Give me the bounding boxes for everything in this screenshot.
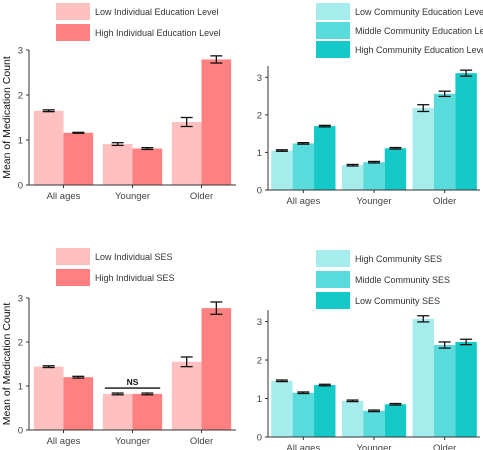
chart-panel-1: Low Individual Education Level High Indiv… (1, 3, 236, 202)
y-tick-label: 2 (257, 356, 262, 367)
legend-swatch (56, 248, 90, 265)
legend-label: Middle Community SES (355, 275, 450, 285)
y-tick-label: 3 (18, 46, 23, 57)
x-tick-label: Younger (115, 191, 150, 202)
y-tick-label: 2 (18, 91, 23, 102)
legend-swatch (316, 22, 350, 39)
x-tick-label: Younger (356, 443, 391, 450)
y-tick-label: 1 (18, 382, 23, 393)
legend: High Community SES Middle Community SES Lo… (316, 250, 450, 309)
legend-swatch (316, 292, 350, 309)
bar (102, 144, 133, 185)
y-tick-label: 0 (18, 181, 23, 192)
legend-label: High Individual Education Level (95, 28, 221, 38)
legend-swatch (316, 250, 350, 267)
y-tick-label: 3 (257, 317, 262, 328)
y-tick-label: 2 (257, 110, 262, 121)
chart-panel-3: Low Individual SES High Individual SES 0 1 2… (1, 248, 236, 447)
x-tick-label: Older (190, 436, 213, 447)
bar (384, 148, 407, 190)
legend-label: Low Individual Education Level (95, 7, 219, 17)
legend-label: High Individual SES (95, 273, 175, 283)
legend-label: Middle Community Education Level (355, 26, 483, 36)
bar (33, 366, 64, 430)
bar (271, 150, 293, 190)
legend-swatch (316, 3, 350, 20)
bar (314, 385, 336, 437)
x-tick-label: Younger (356, 196, 391, 207)
legend-swatch (56, 24, 90, 41)
y-tick-label: 0 (257, 433, 262, 444)
y-tick-label: 3 (257, 73, 262, 84)
legend: Low Individual Education Level High Indiv… (56, 3, 221, 41)
bar (433, 93, 456, 190)
bar (271, 380, 293, 437)
legend: Low Individual SES High Individual SES (56, 248, 175, 286)
x-tick-label: Younger (115, 436, 150, 447)
bar (33, 110, 64, 185)
bar (455, 73, 477, 190)
legend-swatch (316, 41, 350, 58)
y-tick-label: 1 (18, 136, 23, 147)
x-tick-label: All ages (47, 436, 81, 447)
bar (171, 122, 202, 185)
legend-label: Low Individual SES (95, 252, 173, 262)
y-tick-label: 0 (257, 186, 262, 197)
x-tick-label: Older (433, 443, 456, 450)
bar (292, 143, 315, 190)
y-tick-label: 1 (257, 394, 262, 405)
bar (341, 400, 364, 437)
bar (384, 404, 407, 437)
x-tick-label: All ages (286, 196, 320, 207)
legend-label: High Community Education Level (355, 45, 483, 55)
bar (314, 126, 336, 190)
x-tick-label: Older (433, 196, 456, 207)
legend-label: Low Community SES (355, 296, 440, 306)
bar (363, 162, 385, 190)
y-tick-label: 1 (257, 148, 262, 159)
legend-swatch (56, 269, 90, 286)
bar (412, 108, 434, 190)
x-tick-label: All ages (286, 443, 320, 450)
y-axis-title: Mean of Medication Count (1, 303, 13, 426)
bar (171, 361, 202, 430)
y-tick-label: 0 (18, 426, 23, 437)
x-tick-label: Older (190, 191, 213, 202)
legend-label: Low Community Education Level (355, 7, 483, 17)
y-tick-label: 2 (18, 338, 23, 349)
bar (433, 345, 456, 437)
bar (63, 377, 94, 430)
legend-label: High Community SES (355, 254, 442, 264)
y-tick-label: 3 (18, 294, 23, 305)
bar (363, 410, 385, 437)
bar (341, 165, 364, 190)
bar (292, 392, 315, 437)
bar (201, 59, 232, 186)
bar (102, 393, 133, 430)
bar (132, 393, 163, 430)
bar (412, 318, 434, 437)
bar (63, 132, 94, 185)
annotation-label: NS (127, 377, 139, 387)
bar (132, 148, 163, 185)
legend-swatch (316, 271, 350, 288)
bar (201, 308, 232, 430)
y-axis-title: Mean of Medication Count (1, 56, 13, 179)
x-tick-label: All ages (47, 191, 81, 202)
bar (455, 341, 477, 437)
legend-swatch (56, 3, 90, 20)
chart-panel-4: High Community SES Middle Community SES Lo… (257, 250, 480, 450)
legend: Low Community Education Level Middle Comm… (316, 3, 483, 58)
chart-panel-2: Low Community Education Level Middle Comm… (257, 3, 483, 207)
